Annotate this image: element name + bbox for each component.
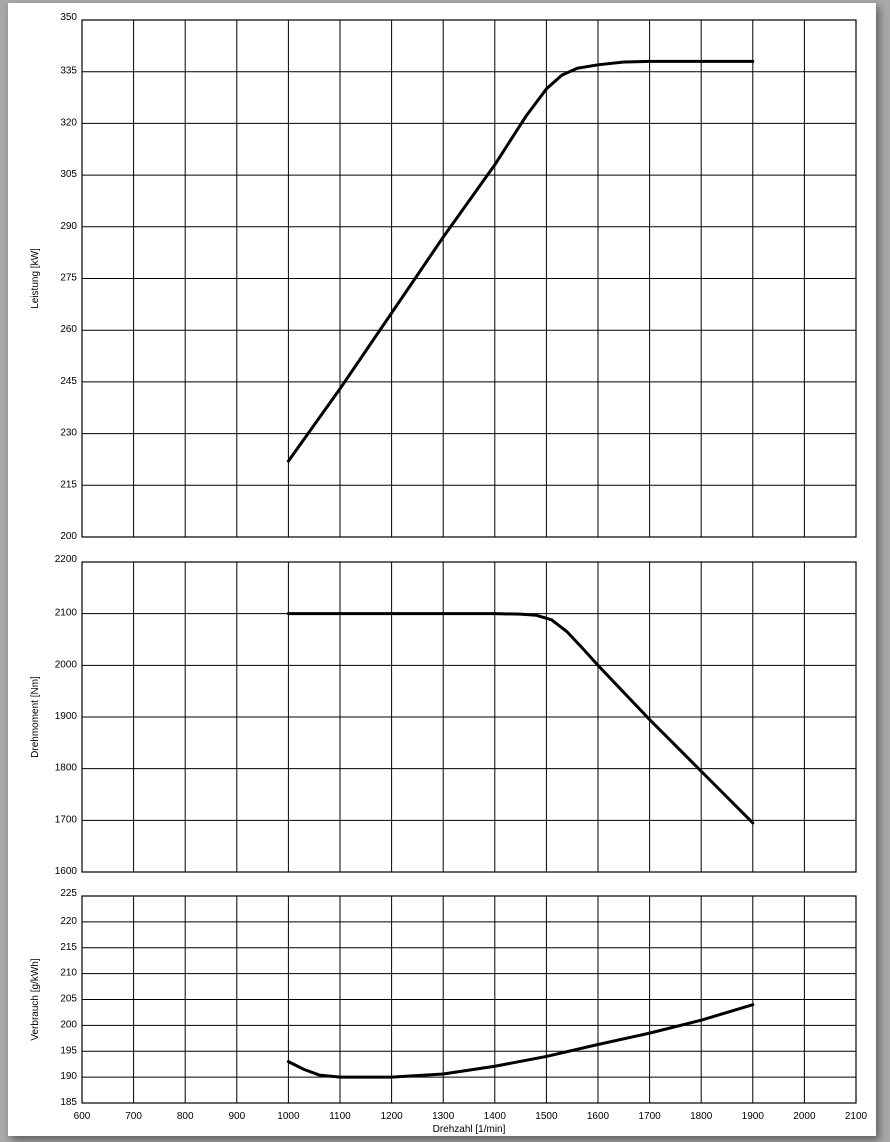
consumption-y-tick-label: 200 xyxy=(60,1019,77,1030)
power-y-tick-label: 215 xyxy=(60,479,77,490)
power-y-tick-label: 200 xyxy=(60,531,77,542)
torque-frame xyxy=(81,561,857,873)
power-y-tick-label: 350 xyxy=(60,12,77,23)
torque-y-axis-label: Drehmoment [Nm] xyxy=(30,676,41,758)
chart-figure: 200 215 230 245 260 275 290 305 320 335 350 Leistun… xyxy=(30,12,868,1135)
power-y-tick-label: 290 xyxy=(60,221,77,232)
torque-series-line xyxy=(286,612,755,825)
power-panel: 200 215 230 245 260 275 290 305 320 335 350 Leistun… xyxy=(30,12,857,542)
consumption-frame xyxy=(81,895,857,1104)
x-tick-label: 900 xyxy=(228,1111,245,1122)
consumption-panel: 185 190 195 200 205 210 215 220 225 Verbrauch [g/… xyxy=(30,888,868,1135)
x-tick-label: 1800 xyxy=(690,1111,713,1122)
x-tick-label: 800 xyxy=(177,1111,194,1122)
power-y-tick-label: 230 xyxy=(60,428,77,439)
consumption-y-tick-label: 215 xyxy=(60,942,77,953)
x-tick-label: 600 xyxy=(74,1111,91,1122)
torque-panel: 1600 1700 1800 1900 2000 2100 2200 Drehmoment [… xyxy=(30,554,857,877)
power-frame xyxy=(81,19,857,538)
power-y-tick-label: 260 xyxy=(60,324,77,335)
power-y-tick-label: 245 xyxy=(60,376,77,387)
power-y-tick-label: 275 xyxy=(60,273,77,284)
x-tick-label: 1600 xyxy=(587,1111,610,1122)
power-y-tick-label: 335 xyxy=(60,66,77,77)
torque-y-tick-label: 2100 xyxy=(55,608,78,619)
x-tick-label: 1300 xyxy=(432,1111,455,1122)
consumption-y-tick-label: 205 xyxy=(60,994,77,1005)
torque-y-tick-label: 2000 xyxy=(55,659,78,670)
x-tick-label: 1000 xyxy=(277,1111,300,1122)
consumption-series-line xyxy=(286,1003,755,1079)
x-tick-label: 700 xyxy=(125,1111,142,1122)
page-sheet: 200 215 230 245 260 275 290 305 320 335 350 Leistun… xyxy=(8,3,876,1136)
torque-y-tick-label: 1800 xyxy=(55,763,78,774)
torque-y-tick-label: 1700 xyxy=(55,814,78,825)
torque-y-tick-label: 2200 xyxy=(55,554,78,565)
x-tick-label: 1100 xyxy=(329,1111,351,1122)
consumption-y-tick-label: 210 xyxy=(60,968,77,979)
consumption-y-tick-label: 190 xyxy=(60,1071,77,1082)
consumption-y-tick-label: 195 xyxy=(60,1045,77,1056)
x-tick-label: 1700 xyxy=(638,1111,661,1122)
x-tick-label: 2000 xyxy=(793,1111,816,1122)
x-tick-label: 2100 xyxy=(845,1111,868,1122)
x-tick-label: 1900 xyxy=(742,1111,765,1122)
consumption-y-axis-label: Verbrauch [g/kWh] xyxy=(30,958,41,1040)
x-tick-label: 1400 xyxy=(484,1111,507,1122)
power-y-axis-label: Leistung [kW] xyxy=(30,248,41,309)
power-series-line xyxy=(286,59,755,463)
x-tick-label: 1500 xyxy=(535,1111,558,1122)
torque-y-tick-label: 1900 xyxy=(55,711,78,722)
consumption-y-tick-label: 225 xyxy=(60,888,77,899)
consumption-y-tick-label: 220 xyxy=(60,916,77,927)
power-y-tick-label: 320 xyxy=(60,117,77,128)
torque-y-tick-label: 1600 xyxy=(55,866,78,877)
x-axis-label: Drehzahl [1/min] xyxy=(433,1124,506,1135)
x-tick-label: 1200 xyxy=(380,1111,403,1122)
consumption-y-tick-label: 185 xyxy=(60,1097,77,1108)
power-y-tick-label: 305 xyxy=(60,169,77,180)
